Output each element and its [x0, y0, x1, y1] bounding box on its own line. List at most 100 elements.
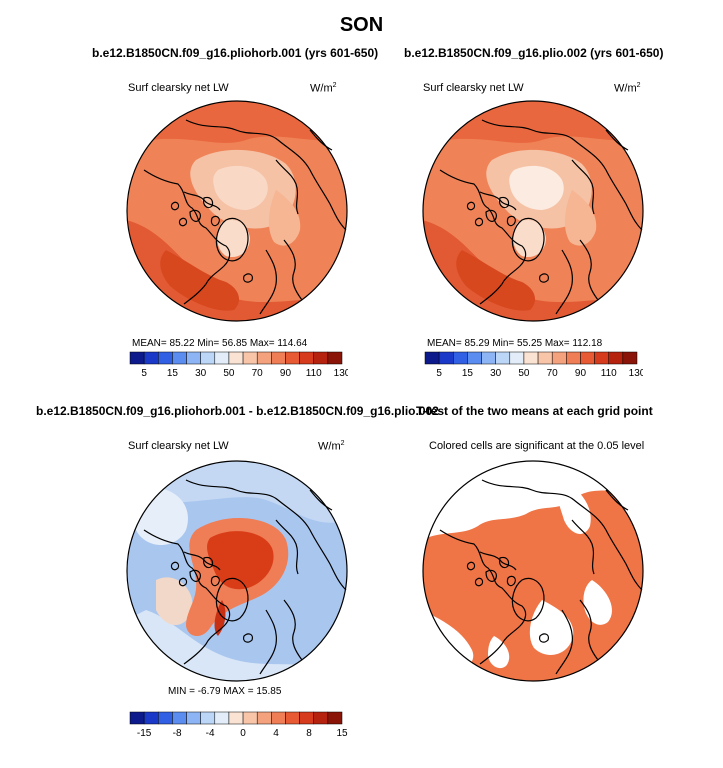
panel-2-colorbar-swatch-10 — [566, 351, 581, 365]
panel-3-colorbar-tick-label: 0 — [240, 728, 246, 739]
field-positive-small — [156, 577, 193, 625]
figure-title: SON — [339, 14, 384, 36]
panel-3-colorbar-tick-label: -8 — [173, 728, 182, 739]
panel-3-colorbar-swatch-11 — [285, 711, 300, 725]
panel-1-title: b.e12.B1850CN.f09_g16.pliohorb.001 (yrs … — [92, 46, 379, 60]
map-boundary — [422, 460, 644, 682]
panel-4-polar-map — [422, 460, 644, 682]
panel-1-colorbar-swatch-8 — [242, 351, 258, 365]
panel-3-colorbar-swatch-13 — [313, 711, 329, 725]
panel-4-title: T-test of the two means at each grid poi… — [416, 404, 653, 418]
field-max-area — [160, 250, 240, 311]
panel-2-colorbar-swatch-7 — [523, 351, 539, 365]
panel-3-units: W/m2 — [318, 440, 345, 453]
panel-3-variable: Surf clearsky net LW — [128, 440, 229, 452]
field-arctic-core — [509, 165, 564, 210]
coastlines — [439, 119, 643, 315]
panel-1-colorbar-swatch-6 — [214, 351, 230, 365]
field-siberia — [268, 190, 301, 246]
panel-2-colorbar-tick-label: 110 — [601, 368, 617, 379]
panel-2-colorbar-swatch-0 — [424, 351, 440, 365]
panel-2-colorbar-swatch-3 — [467, 351, 482, 365]
panel-3-colorbar-swatch-3 — [172, 711, 187, 725]
field-band-south — [423, 220, 643, 321]
map-boundary — [126, 100, 348, 322]
panel-2-variable: Surf clearsky net LW — [423, 82, 524, 94]
panel-1-colorbar-tick-label: 30 — [195, 368, 207, 379]
panel-3-stats: MIN = -6.79 MAX = 15.85 — [168, 686, 282, 697]
panel-3-colorbar: -15 -8 -4 0 4 8 15 — [129, 711, 348, 739]
panel-3-colorbar-swatch-8 — [242, 711, 258, 725]
panel-3-colorbar-tick-label: 15 — [336, 728, 348, 739]
field-band-south — [127, 220, 347, 321]
insignificant-north — [423, 461, 643, 540]
field-arctic-core — [213, 165, 268, 210]
panel-2-colorbar-tick-label: 130 — [629, 368, 643, 379]
panel-3-title: b.e12.B1850CN.f09_g16.pliohorb.001 - b.e… — [36, 404, 439, 418]
map-boundary — [126, 460, 348, 682]
panel-1-colorbar-swatch-12 — [299, 351, 314, 365]
panel-1-colorbar-swatch-10 — [271, 351, 286, 365]
panel-1-colorbar-tick-label: 110 — [306, 368, 322, 379]
coastlines — [143, 479, 347, 675]
panel-1-polar-map — [126, 100, 348, 322]
panel-2-colorbar-swatch-13 — [608, 351, 624, 365]
panel-1-colorbar-swatch-5 — [200, 351, 216, 365]
panel-1-colorbar-tick-label: 130 — [334, 368, 348, 379]
panel-1-units: W/m2 — [310, 82, 337, 95]
panel-2-polar-map — [422, 100, 644, 322]
coastlines — [439, 479, 643, 675]
panel-1-colorbar-tick-label: 70 — [252, 368, 264, 379]
panel-3-colorbar-swatch-5 — [200, 711, 216, 725]
field-south — [127, 610, 347, 681]
panel-1-stats: MEAN= 85.22 Min= 56.85 Max= 114.64 — [132, 338, 308, 349]
panel-2-stats: MEAN= 85.29 Min= 55.25 Max= 112.18 — [427, 338, 603, 349]
panel-2-colorbar-tick-label: 90 — [575, 368, 587, 379]
insignificant-east — [583, 580, 613, 625]
panel-1-colorbar-tick-label: 15 — [167, 368, 179, 379]
panel-1-colorbar-swatch-1 — [143, 351, 159, 365]
field-max — [207, 531, 274, 590]
panel-3-colorbar-swatch-1 — [143, 711, 159, 725]
field-band-north — [423, 101, 643, 144]
panel-2-colorbar-tick-label: 30 — [490, 368, 502, 379]
map-boundary — [422, 100, 644, 322]
panel-3-colorbar-swatch-0 — [129, 711, 145, 725]
panel-2-colorbar-swatch-14 — [622, 351, 638, 365]
panel-2-colorbar-swatch-6 — [509, 351, 525, 365]
field-band-north — [127, 101, 347, 144]
panel-1-colorbar-tick-label: 50 — [223, 368, 235, 379]
panel-3-colorbar-swatch-2 — [158, 711, 173, 725]
panel-3-colorbar-tick-label: 8 — [306, 728, 312, 739]
panel-2-colorbar-swatch-8 — [537, 351, 553, 365]
panel-3-colorbar-swatch-9 — [256, 711, 272, 725]
field-greenland — [217, 219, 250, 258]
panel-2-colorbar-swatch-5 — [495, 351, 511, 365]
field-max-area — [456, 250, 536, 311]
panel-3-colorbar-swatch-14 — [327, 711, 343, 725]
field-greenland — [513, 219, 546, 258]
panel-2-colorbar-tick-label: 5 — [436, 368, 442, 379]
panel-3-colorbar-tick-label: -15 — [137, 728, 152, 739]
panel-3-colorbar-swatch-10 — [271, 711, 286, 725]
insignificant-siberia — [557, 480, 591, 534]
panel-2-colorbar-swatch-4 — [481, 351, 496, 365]
insignificant-south — [488, 636, 510, 669]
panel-2-colorbar-tick-label: 15 — [462, 368, 474, 379]
panel-2-colorbar-swatch-9 — [551, 351, 567, 365]
panel-1-colorbar-swatch-14 — [327, 351, 343, 365]
panel-2-colorbar-tick-label: 70 — [547, 368, 559, 379]
panel-2-colorbar-tick-label: 50 — [518, 368, 530, 379]
panel-1-colorbar-tick-label: 5 — [141, 368, 147, 379]
panel-2-colorbar-swatch-2 — [453, 351, 468, 365]
coastlines — [143, 119, 347, 315]
panel-3-polar-map — [126, 460, 348, 682]
panel-3-colorbar-swatch-4 — [186, 711, 201, 725]
panel-1-colorbar-swatch-3 — [172, 351, 187, 365]
panel-1-colorbar-swatch-0 — [129, 351, 145, 365]
panel-1-colorbar-tick-label: 90 — [280, 368, 292, 379]
panel-2-colorbar-swatch-1 — [438, 351, 454, 365]
panel-2-colorbar-swatch-11 — [580, 351, 595, 365]
panel-2-units: W/m2 — [614, 82, 641, 95]
panel-1-variable: Surf clearsky net LW — [128, 82, 229, 94]
